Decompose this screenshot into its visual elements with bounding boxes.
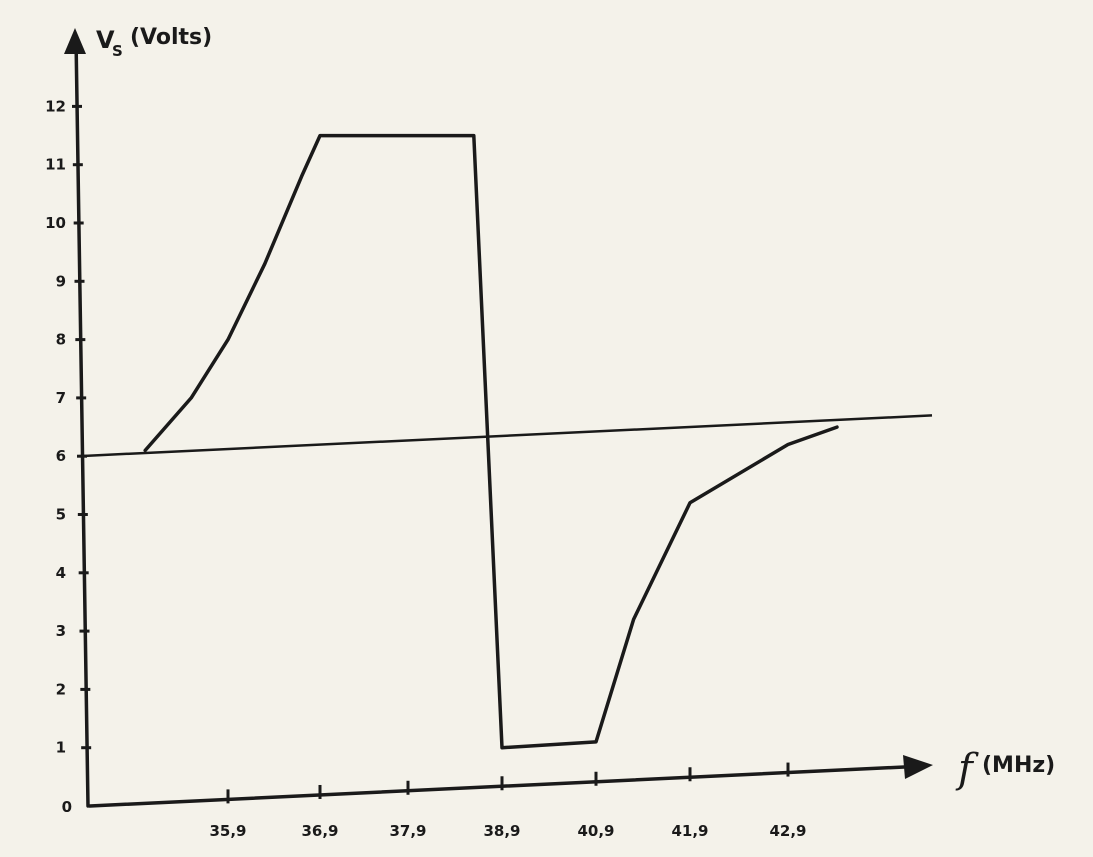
y-tick-label-6: 6 (56, 447, 66, 465)
y-tick-label-3: 3 (56, 622, 66, 640)
y-axis-arrowhead (64, 28, 86, 54)
x-tick-label-38-9: 38,9 (483, 822, 520, 840)
x-tick-label-42-9: 42,9 (769, 822, 806, 840)
y-tick-label-12: 12 (45, 97, 66, 115)
series-curve-group (145, 136, 837, 748)
y-tick-label-5: 5 (56, 506, 66, 524)
series-line (145, 136, 837, 748)
y-tick-label-7: 7 (56, 389, 66, 407)
y-tick-label-4: 4 (56, 564, 66, 582)
x-tick-labels: 35,9 36,9 37,9 38,9 40,9 41,9 42,9 (209, 763, 806, 840)
x-tick-label-40-9: 40,9 (577, 822, 614, 840)
y-tick-label-9: 9 (56, 272, 66, 290)
reference-line-group (78, 415, 932, 456)
y-tick-label-1: 1 (56, 739, 66, 757)
reference-line (78, 415, 932, 456)
y-axis-subscript: S (112, 42, 123, 60)
y-tick-label-11: 11 (45, 156, 66, 174)
x-axis-unit: (MHz) (982, 753, 1055, 778)
y-tick-label-10: 10 (45, 214, 66, 232)
x-tick-label-35-9: 35,9 (209, 822, 246, 840)
x-axis-line (90, 766, 925, 806)
x-axis-arrowhead (903, 755, 933, 779)
y-axis-unit: (Volts) (130, 25, 212, 50)
x-axis-symbol: f (955, 746, 979, 792)
y-tick-label-2: 2 (56, 680, 66, 698)
axis-titles: VS(Volts)f(MHz) (96, 25, 1055, 792)
x-tick-label-37-9: 37,9 (389, 822, 426, 840)
y-tick-label-0: 0 (62, 798, 72, 816)
y-tick-label-8: 8 (56, 331, 66, 349)
x-tick-label-36-9: 36,9 (301, 822, 338, 840)
x-tick-label-41-9: 41,9 (671, 822, 708, 840)
